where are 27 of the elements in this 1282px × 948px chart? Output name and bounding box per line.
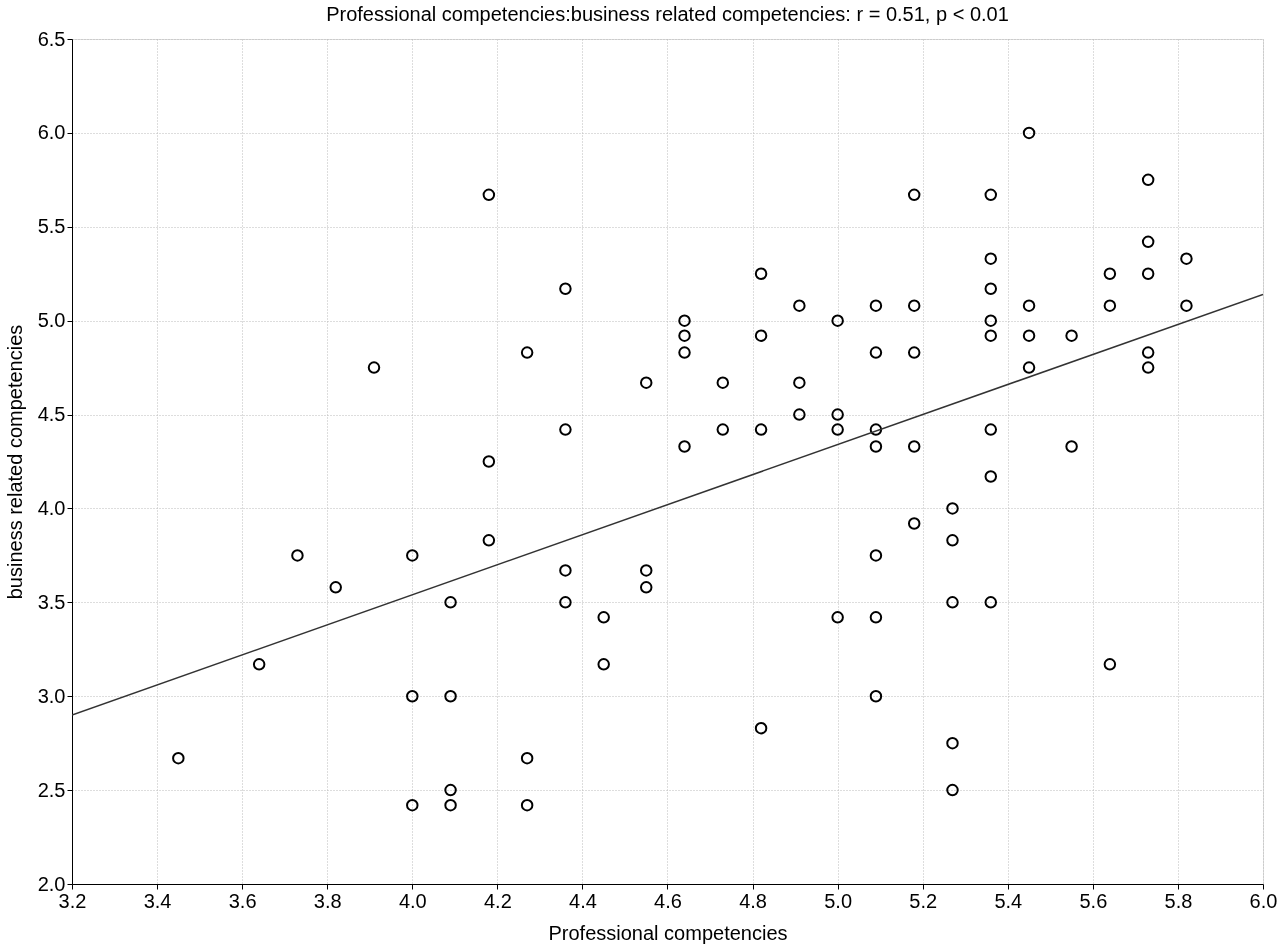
y-tick-label: 3.5 bbox=[37, 590, 66, 613]
x-tick-label: 5.8 bbox=[1164, 889, 1193, 912]
y-tick-label: 6.5 bbox=[37, 27, 66, 50]
x-tick-label: 3.4 bbox=[143, 889, 172, 912]
x-tick-label: 4.0 bbox=[398, 889, 427, 912]
y-axis-title: business related competencies bbox=[3, 324, 26, 600]
x-tick-label: 5.4 bbox=[994, 889, 1023, 912]
y-tick-label: 2.5 bbox=[37, 778, 66, 801]
y-tick-label: 5.0 bbox=[37, 309, 66, 332]
x-axis-title: Professional competencies bbox=[548, 921, 788, 944]
x-tick-label: 5.0 bbox=[824, 889, 853, 912]
x-tick-label: 6.0 bbox=[1249, 889, 1278, 912]
y-tick-label: 2.0 bbox=[37, 872, 66, 895]
y-tick-label: 5.5 bbox=[37, 215, 66, 238]
y-tick-label: 4.5 bbox=[37, 403, 66, 426]
x-tick-label: 4.2 bbox=[483, 889, 512, 912]
x-tick-label: 3.8 bbox=[313, 889, 342, 912]
chart-title: Professional competencies:business related competencies: r = 0.51, p < 0.01 bbox=[326, 3, 1009, 25]
x-tick-label: 4.8 bbox=[739, 889, 767, 912]
x-tick-label: 5.2 bbox=[909, 889, 938, 912]
y-tick-label: 6.0 bbox=[37, 121, 66, 144]
y-tick-label: 4.0 bbox=[37, 496, 66, 519]
x-tick-label: 3.6 bbox=[228, 889, 257, 912]
x-tick-label: 4.4 bbox=[569, 889, 597, 912]
x-tick-label: 4.6 bbox=[654, 889, 682, 912]
x-tick-label: 5.6 bbox=[1079, 889, 1108, 912]
y-tick-label: 3.0 bbox=[37, 684, 66, 707]
